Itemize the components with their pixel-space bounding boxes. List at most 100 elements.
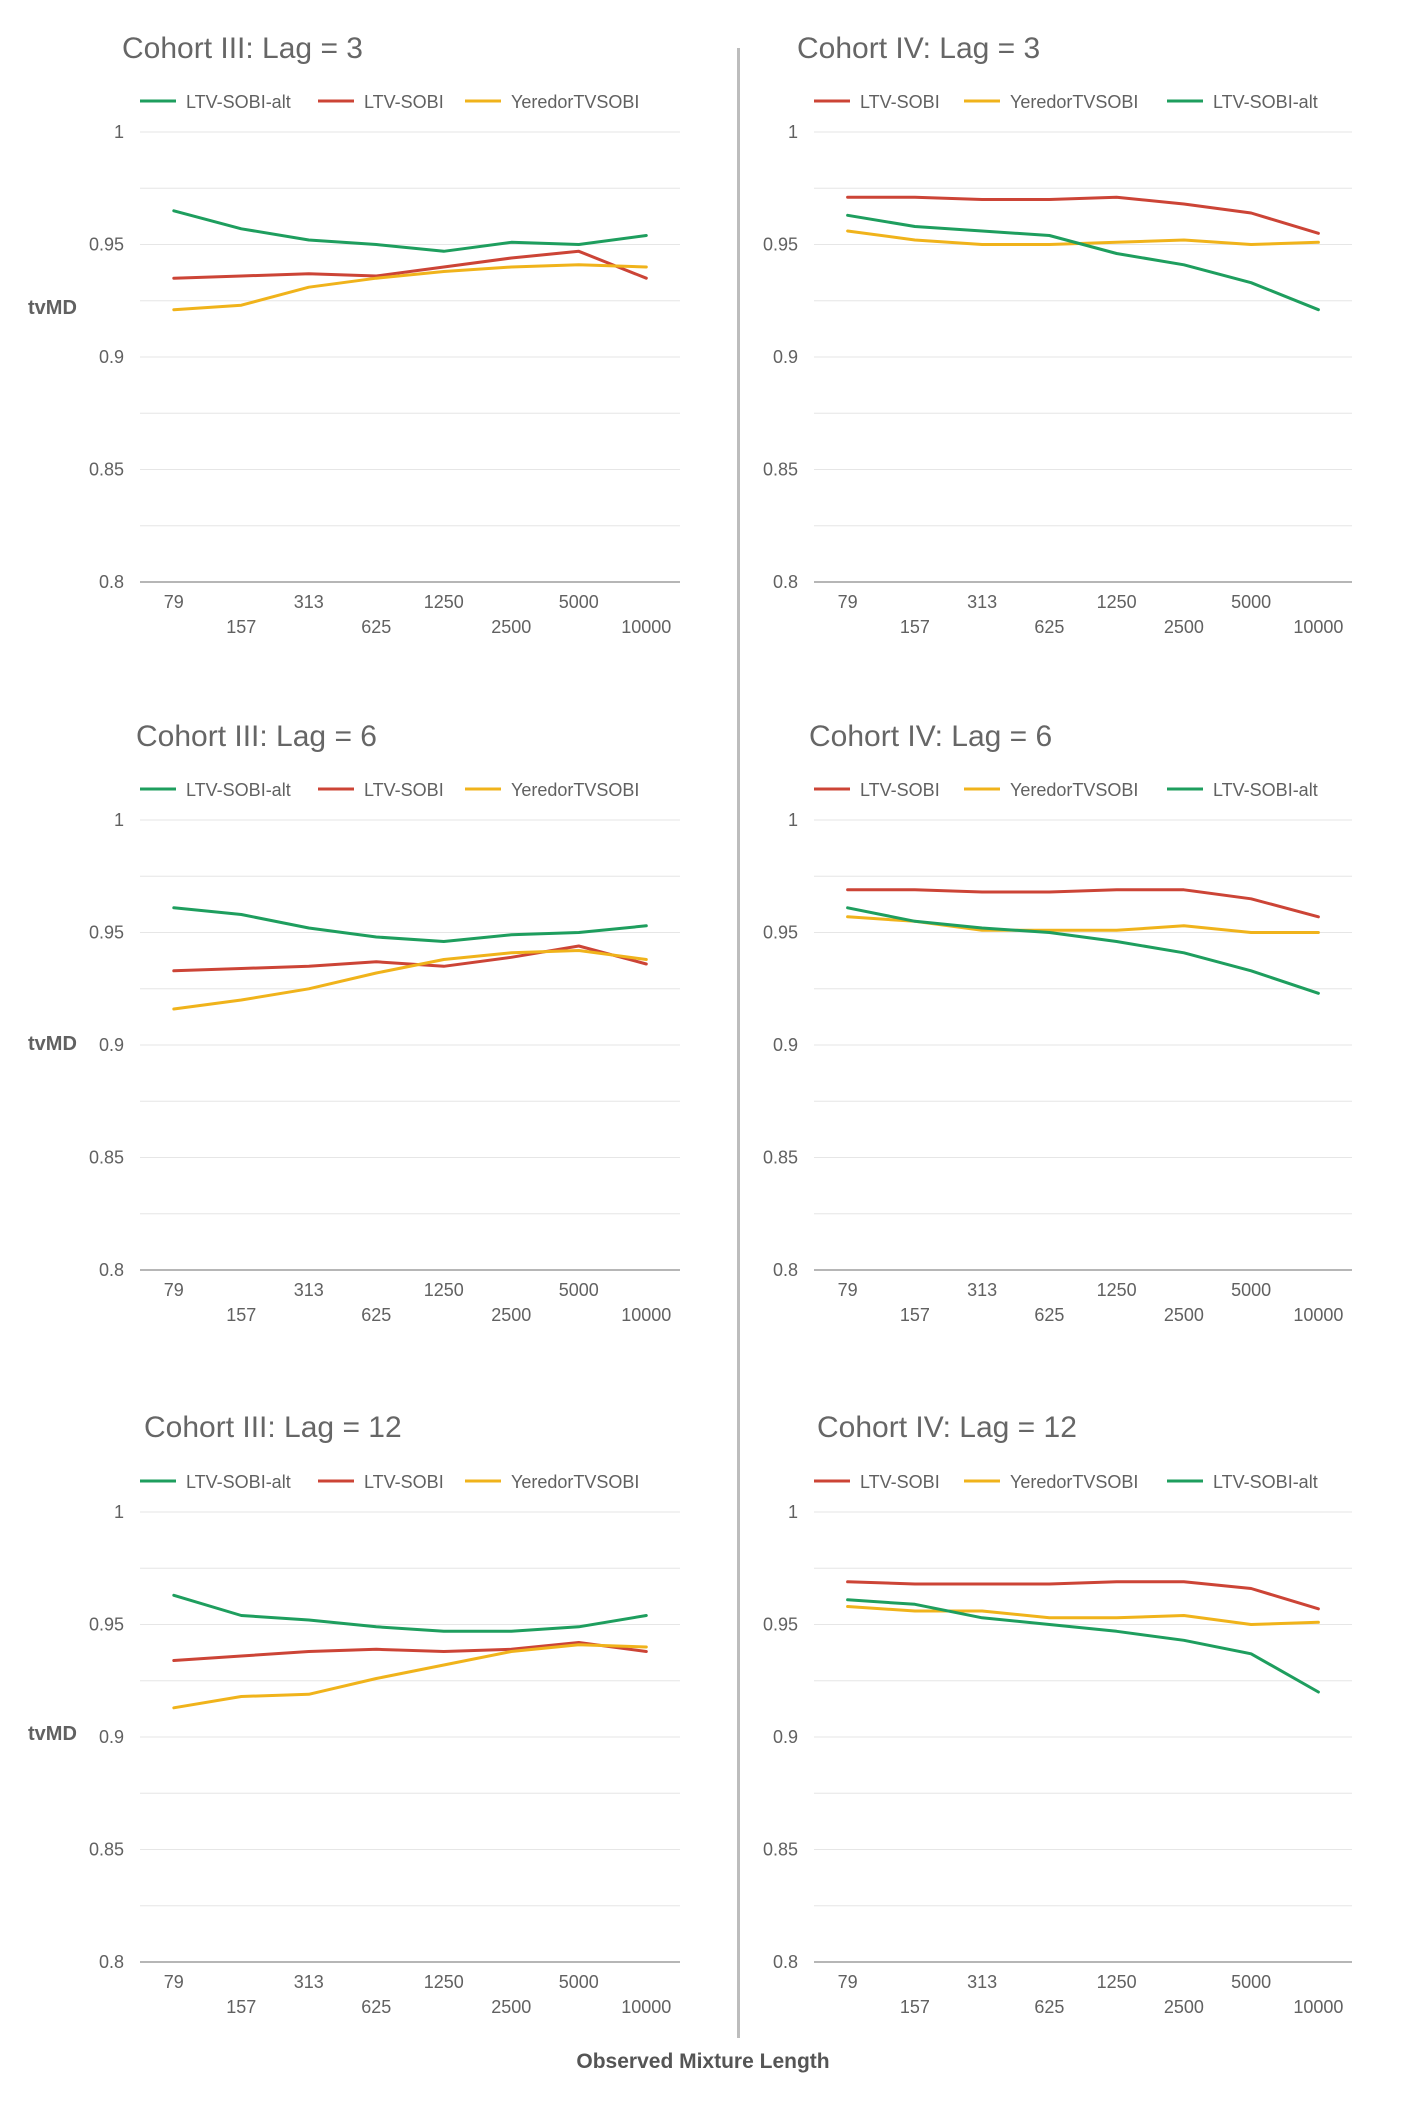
series-line-yeredortvsobi (172, 1643, 648, 1710)
x-tick-label: 2500 (1164, 617, 1204, 637)
legend-label: LTV-SOBI-alt (1213, 780, 1318, 800)
x-tick-label: 1250 (1097, 1972, 1137, 1992)
chart-panel-3: Cohort III: Lag = 6 LTV-SOBI-alt LTV-SOBI Y… (28, 720, 680, 1325)
x-tick-label: 157 (226, 1305, 256, 1325)
series-line-ltv-sobi (846, 195, 1320, 235)
x-tick-label: 79 (838, 1972, 858, 1992)
x-tick-label: 313 (294, 592, 324, 612)
x-tick-label: 1250 (424, 1972, 464, 1992)
y-tick-label: 0.85 (89, 1840, 124, 1860)
series-line-ltv-sobi (846, 888, 1320, 919)
legend-label: YeredorTVSOBI (511, 1472, 639, 1492)
series-line-ltv-sobi (172, 249, 648, 280)
y-tick-label: 0.9 (99, 1727, 124, 1747)
y-tick-label: 1 (788, 122, 798, 142)
x-tick-label: 5000 (1231, 1972, 1271, 1992)
y-tick-label: 0.8 (99, 1260, 124, 1280)
series-line-ltv-sobi-alt (172, 209, 648, 253)
y-tick-label: 0.85 (89, 1148, 124, 1168)
legend-label: LTV-SOBI-alt (186, 780, 291, 800)
legend-label: LTV-SOBI (860, 1472, 940, 1492)
legend-label: YeredorTVSOBI (511, 92, 639, 112)
x-tick-label: 625 (361, 1305, 391, 1325)
x-tick-label: 313 (294, 1972, 324, 1992)
x-tick-label: 10000 (1293, 1305, 1343, 1325)
legend-label: LTV-SOBI (364, 1472, 444, 1492)
x-tick-label: 2500 (491, 1305, 531, 1325)
legend-label: YeredorTVSOBI (1010, 1472, 1138, 1492)
x-tick-label: 2500 (1164, 1997, 1204, 2017)
series-line-ltv-sobi (172, 944, 648, 973)
legend-label: LTV-SOBI-alt (1213, 92, 1318, 112)
y-tick-label: 0.95 (89, 923, 124, 943)
x-tick-label: 2500 (491, 617, 531, 637)
series-line-yeredortvsobi (846, 229, 1320, 246)
series-line-yeredortvsobi (846, 1605, 1320, 1626)
x-tick-label: 79 (164, 1280, 184, 1300)
y-tick-label: 0.85 (763, 1840, 798, 1860)
chart-panel-6: Cohort IV: Lag = 12 LTV-SOBI YeredorTVSOBI… (763, 1411, 1352, 2017)
x-tick-label: 157 (900, 617, 930, 637)
global-x-axis-label: Observed Mixture Length (576, 2050, 830, 2073)
series-line-yeredortvsobi (846, 915, 1320, 934)
legend-label: LTV-SOBI (364, 780, 444, 800)
legend-label: LTV-SOBI-alt (186, 92, 291, 112)
series-line-ltv-sobi (846, 1580, 1320, 1611)
series-line-ltv-sobi-alt (846, 213, 1320, 312)
y-axis-label: tvMD (28, 297, 77, 319)
y-tick-label: 0.85 (89, 460, 124, 480)
x-tick-label: 10000 (1293, 617, 1343, 637)
x-tick-label: 625 (1034, 617, 1064, 637)
y-tick-label: 1 (788, 1502, 798, 1522)
x-tick-label: 2500 (1164, 1305, 1204, 1325)
y-tick-label: 0.9 (99, 1035, 124, 1055)
y-tick-label: 1 (114, 1502, 124, 1522)
y-axis-label: tvMD (28, 1033, 77, 1055)
y-tick-label: 0.8 (773, 1260, 798, 1280)
y-tick-label: 0.8 (99, 572, 124, 592)
y-tick-label: 0.85 (763, 460, 798, 480)
chart-title: Cohort IV: Lag = 12 (817, 1411, 1077, 1444)
y-tick-label: 0.9 (773, 347, 798, 367)
chart-title: Cohort IV: Lag = 6 (809, 720, 1052, 753)
y-tick-label: 1 (114, 122, 124, 142)
x-tick-label: 157 (226, 1997, 256, 2017)
x-tick-label: 2500 (491, 1997, 531, 2017)
x-tick-label: 79 (164, 1972, 184, 1992)
y-tick-label: 0.8 (773, 572, 798, 592)
x-tick-label: 10000 (621, 1997, 671, 2017)
y-tick-label: 0.95 (763, 923, 798, 943)
x-tick-label: 625 (361, 617, 391, 637)
legend-label: LTV-SOBI-alt (186, 1472, 291, 1492)
x-tick-label: 625 (1034, 1305, 1064, 1325)
x-tick-label: 313 (967, 592, 997, 612)
x-tick-label: 10000 (621, 1305, 671, 1325)
y-tick-label: 1 (788, 810, 798, 830)
y-tick-label: 1 (114, 810, 124, 830)
y-tick-label: 0.85 (763, 1148, 798, 1168)
series-line-ltv-sobi-alt (846, 906, 1320, 995)
x-tick-label: 79 (164, 592, 184, 612)
y-tick-label: 0.9 (773, 1727, 798, 1747)
x-tick-label: 157 (900, 1305, 930, 1325)
x-tick-label: 79 (838, 592, 858, 612)
x-tick-label: 5000 (559, 1280, 599, 1300)
y-tick-label: 0.9 (99, 347, 124, 367)
x-tick-label: 1250 (424, 1280, 464, 1300)
chart-panel-2: Cohort IV: Lag = 3 LTV-SOBI YeredorTVSOBI L… (763, 32, 1352, 637)
chart-panel-4: Cohort IV: Lag = 6 LTV-SOBI YeredorTVSOBI L… (763, 720, 1352, 1325)
y-tick-label: 0.9 (773, 1035, 798, 1055)
x-tick-label: 625 (361, 1997, 391, 2017)
chart-panel-1: Cohort III: Lag = 3 LTV-SOBI-alt LTV-SOBI Y… (28, 32, 680, 637)
x-tick-label: 157 (900, 1997, 930, 2017)
chart-title: Cohort III: Lag = 12 (144, 1411, 402, 1444)
x-tick-label: 5000 (1231, 1280, 1271, 1300)
chart-title: Cohort IV: Lag = 3 (797, 32, 1040, 65)
legend-label: LTV-SOBI (860, 780, 940, 800)
y-axis-label: tvMD (28, 1723, 77, 1745)
series-line-yeredortvsobi (172, 263, 648, 312)
x-tick-label: 313 (967, 1972, 997, 1992)
x-tick-label: 625 (1034, 1997, 1064, 2017)
